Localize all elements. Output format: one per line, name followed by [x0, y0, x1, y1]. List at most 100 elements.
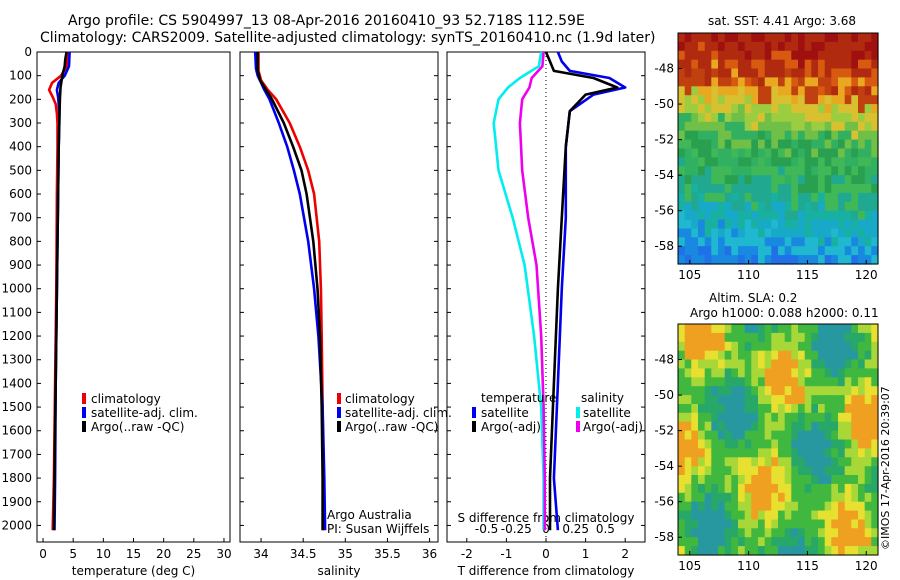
- map-cell: [718, 492, 726, 503]
- map-cell: [744, 546, 752, 556]
- map-cell: [684, 519, 692, 529]
- map-cell: [738, 175, 746, 185]
- map-cell: [744, 528, 752, 538]
- map-cell: [858, 139, 866, 150]
- map-cell: [851, 466, 859, 476]
- map-cell: [758, 77, 766, 87]
- map-cell: [791, 113, 799, 123]
- map-cell: [704, 546, 712, 556]
- map-cell: [824, 475, 832, 485]
- map-cell: [771, 483, 779, 494]
- map-cell: [838, 332, 846, 343]
- map-cell: [824, 457, 832, 467]
- map-cell: [824, 324, 832, 334]
- map-cell: [738, 246, 746, 256]
- map-cell: [798, 33, 806, 43]
- map-cell: [691, 501, 699, 512]
- map-cell: [718, 448, 726, 458]
- map-cell: [831, 255, 839, 265]
- map-cell: [704, 228, 712, 238]
- map-cell: [844, 386, 852, 396]
- map-cell: [744, 166, 752, 176]
- map-cell: [838, 95, 846, 105]
- map-cell: [691, 201, 699, 212]
- map-cell: [871, 166, 879, 176]
- map-cell: [778, 228, 786, 238]
- map-cell: [851, 546, 859, 556]
- map-cell: [758, 528, 766, 538]
- map-cell: [864, 59, 872, 70]
- map-cell: [804, 201, 812, 212]
- map-cell: [684, 537, 692, 547]
- map-cell: [818, 86, 826, 96]
- map-cell: [764, 501, 772, 512]
- map-cell: [824, 528, 832, 538]
- map-cell: [858, 175, 866, 185]
- map-cell: [864, 492, 872, 503]
- map-cell: [691, 228, 699, 238]
- map-cell: [724, 510, 732, 521]
- map-cell: [844, 228, 852, 238]
- map-cell: [824, 350, 832, 361]
- map-cell: [864, 395, 872, 405]
- map-cell: [791, 475, 799, 485]
- map-cell: [858, 237, 866, 247]
- map-cell: [751, 475, 759, 485]
- map-cell: [738, 386, 746, 396]
- map-cell: [744, 184, 752, 194]
- y-tick-label: 1700: [1, 447, 32, 461]
- map-cell: [824, 201, 832, 212]
- map-cell: [751, 501, 759, 512]
- map-cell: [844, 33, 852, 43]
- map-cell: [711, 412, 719, 423]
- map-cell: [684, 466, 692, 476]
- map-cell: [698, 219, 706, 230]
- map-cell: [698, 519, 706, 529]
- map-cell: [738, 86, 746, 96]
- map-cell: [871, 528, 879, 538]
- map-cell: [744, 33, 752, 43]
- map-cell: [844, 332, 852, 343]
- map-cell: [718, 430, 726, 441]
- map-cell: [764, 148, 772, 158]
- map-cell: [851, 59, 859, 70]
- map-cell: [718, 475, 726, 485]
- map-cell: [711, 439, 719, 449]
- map-cell: [678, 184, 686, 194]
- map-cell: [778, 475, 786, 485]
- map-cell: [804, 475, 812, 485]
- map-cell: [764, 519, 772, 529]
- map-cell: [851, 95, 859, 105]
- map-cell: [858, 546, 866, 556]
- map-cell: [791, 501, 799, 512]
- map-cell: [798, 395, 806, 405]
- map-cell: [844, 341, 852, 352]
- map-cell: [738, 104, 746, 114]
- y-tick-label: 100: [9, 69, 32, 83]
- map-cell: [824, 228, 832, 238]
- map-cell: [764, 33, 772, 43]
- map-cell: [871, 457, 879, 467]
- map-cell: [818, 439, 826, 449]
- map-cell: [791, 430, 799, 441]
- map-cell: [811, 492, 819, 503]
- map-cell: [871, 475, 879, 485]
- map-cell: [704, 68, 712, 78]
- map-cell: [738, 377, 746, 387]
- map-cell: [724, 377, 732, 387]
- map-cell: [864, 341, 872, 352]
- map-cell: [798, 430, 806, 441]
- map-cell: [831, 501, 839, 512]
- map-cell: [724, 175, 732, 185]
- map-cell: [691, 519, 699, 529]
- map-cell: [804, 537, 812, 547]
- map-cell: [844, 219, 852, 230]
- map-cell: [858, 466, 866, 476]
- map-cell: [704, 404, 712, 414]
- map-cell: [864, 148, 872, 158]
- map-cell: [738, 368, 746, 378]
- map-cell: [824, 386, 832, 396]
- map-cell: [684, 41, 692, 52]
- map-cell: [871, 395, 879, 405]
